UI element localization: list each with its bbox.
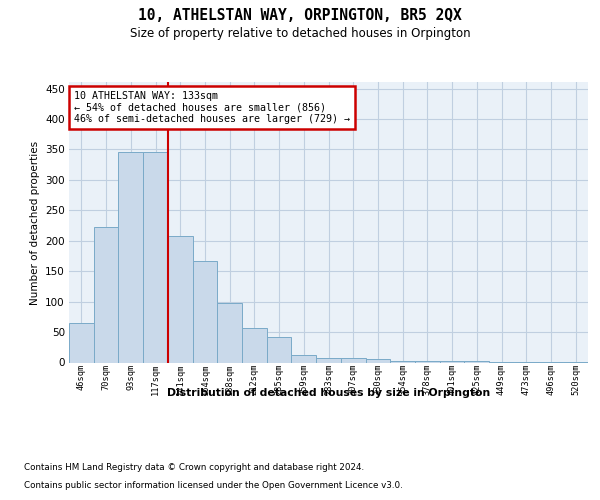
Bar [143,152,168,362]
Text: Contains public sector information licensed under the Open Government Licence v3: Contains public sector information licen… [24,481,403,490]
Bar [69,323,94,362]
Bar [118,152,143,362]
Bar [316,358,341,362]
Bar [193,261,217,362]
Text: 10 ATHELSTAN WAY: 133sqm
← 54% of detached houses are smaller (856)
46% of semi-: 10 ATHELSTAN WAY: 133sqm ← 54% of detach… [74,91,350,124]
Text: 10, ATHELSTAN WAY, ORPINGTON, BR5 2QX: 10, ATHELSTAN WAY, ORPINGTON, BR5 2QX [138,8,462,22]
Text: Contains HM Land Registry data © Crown copyright and database right 2024.: Contains HM Land Registry data © Crown c… [24,462,364,471]
Y-axis label: Number of detached properties: Number of detached properties [29,140,40,304]
Bar [292,355,316,362]
Bar [94,228,118,362]
Bar [217,303,242,362]
Bar [365,360,390,362]
Bar [341,358,365,362]
Text: Size of property relative to detached houses in Orpington: Size of property relative to detached ho… [130,28,470,40]
Text: Distribution of detached houses by size in Orpington: Distribution of detached houses by size … [167,388,490,398]
Bar [390,360,415,362]
Bar [242,328,267,362]
Bar [168,236,193,362]
Bar [267,337,292,362]
